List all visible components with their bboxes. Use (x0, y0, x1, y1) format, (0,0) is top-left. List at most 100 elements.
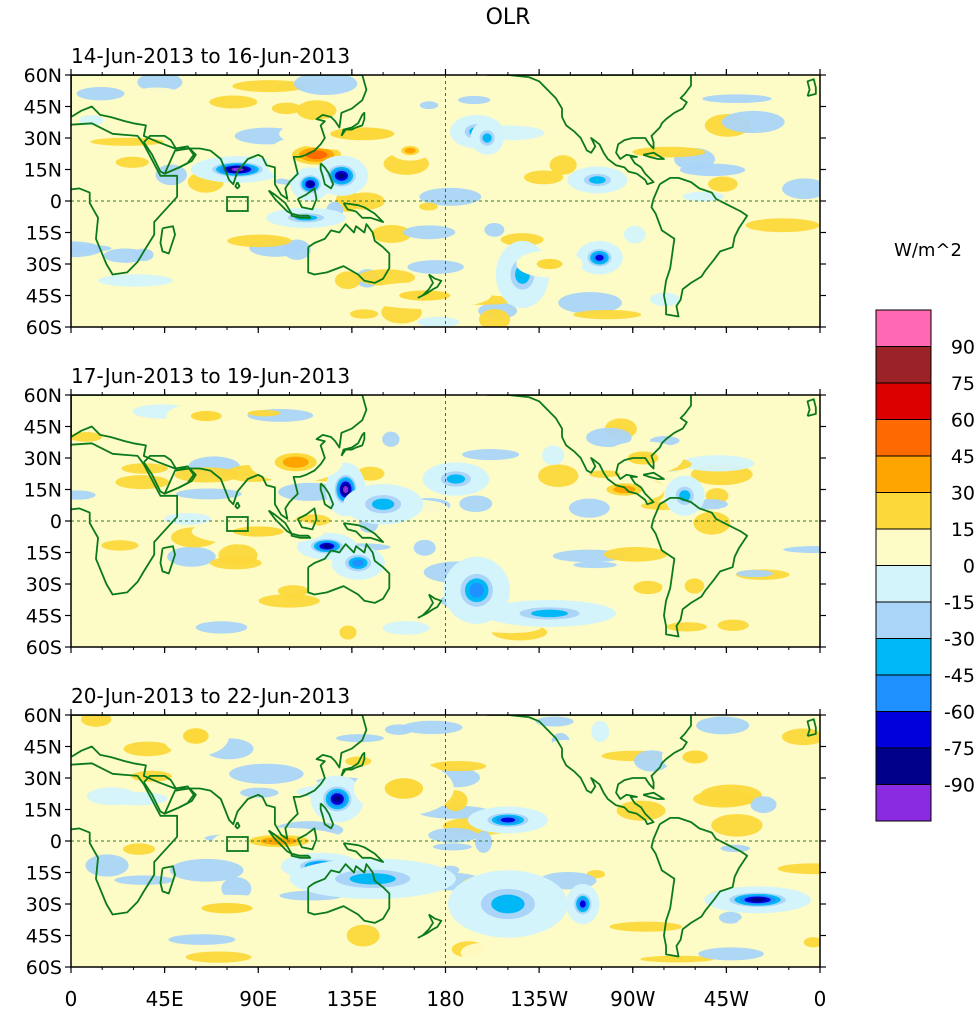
anomaly-patch (640, 955, 714, 963)
coastline-java (290, 852, 312, 859)
coastline-japan (340, 111, 366, 137)
y-tick-label: 30N (24, 128, 62, 150)
anomaly-patch (432, 843, 472, 851)
anomaly-patch (702, 94, 772, 104)
coastlines (71, 75, 817, 318)
colorbar-level-label: 45 (951, 446, 975, 468)
colorbar: 90 75 60 45 30 15 0 -15 -30 -45 -60 -75 -90 (875, 309, 975, 822)
coastline-northamerica (487, 75, 692, 186)
coastline-philippines (319, 162, 335, 190)
anomaly-patch (535, 716, 574, 727)
anomaly-patch (782, 178, 820, 200)
y-tick-label: 0 (50, 831, 62, 853)
anomaly-patch (164, 513, 212, 525)
y-tick-label: 60S (26, 317, 62, 339)
anomaly-patch (71, 490, 96, 500)
coastline-uk (806, 398, 817, 417)
coastline-madagascar (159, 545, 176, 575)
coastline-madagascar (159, 865, 176, 895)
anomaly-patch (774, 943, 820, 964)
anomaly-patch (558, 292, 622, 314)
coastline-borneo (296, 507, 318, 531)
coastline-sumatra (267, 189, 293, 215)
anomaly-patch (413, 539, 436, 556)
coastline-srilanka (234, 821, 241, 830)
colorbar-level-label: -15 (944, 592, 975, 614)
y-tick-label: 30S (26, 254, 62, 276)
anomaly-patch (707, 176, 738, 192)
anomaly-contour (536, 258, 563, 270)
coastline-java (290, 532, 312, 539)
anomaly-patch (402, 225, 456, 240)
anomaly-patch (407, 260, 464, 274)
anomaly-patch (80, 715, 112, 727)
anomaly-patch (721, 110, 785, 134)
colorbar-level-label: -30 (944, 629, 975, 651)
x-tick-label: 90E (239, 987, 277, 1011)
anomaly-patch (371, 225, 412, 243)
region-box (226, 196, 249, 212)
colorbar-units-label: W/m^2 (894, 240, 962, 261)
coastline-eurasia (71, 395, 368, 520)
anomaly-patch (632, 146, 706, 158)
anomaly-patch (209, 556, 262, 570)
anomaly-patch (523, 170, 564, 185)
anomaly-patch (736, 569, 774, 578)
anomaly-patch (123, 741, 172, 757)
y-tick-label: 45S (26, 926, 62, 948)
anomaly-patch (698, 947, 764, 961)
coastline-japan (340, 431, 366, 457)
anomaly-patch (462, 449, 520, 461)
anomaly-contour (371, 498, 395, 510)
coastlines (71, 395, 817, 638)
coastline-japan (340, 751, 366, 777)
anomaly-patch (736, 914, 785, 934)
anomaly-patch (86, 787, 137, 806)
anomaly-patch (92, 219, 130, 230)
anomaly-patch (176, 488, 242, 500)
coastline-philippines (319, 802, 335, 830)
anomaly-contour (307, 181, 314, 187)
anomaly-patch (335, 734, 384, 743)
anomaly-patch (711, 814, 763, 837)
anomaly-patch (419, 187, 482, 206)
anomaly-contour (384, 778, 424, 799)
anomaly-patch (334, 271, 361, 290)
colorbar-swatch (875, 492, 932, 530)
colorbar-level-label: -60 (944, 702, 975, 724)
anomaly-contour (749, 897, 766, 902)
anomaly-patch (419, 202, 438, 211)
colorbar-swatch (875, 382, 932, 420)
anomaly-patch (475, 830, 493, 853)
coastline-africa (71, 442, 179, 596)
anomaly-patch (623, 225, 646, 244)
anomaly-patch (750, 796, 777, 813)
anomaly-patch (609, 921, 683, 932)
anomaly-patch (185, 951, 252, 963)
colorbar-level-label: -45 (944, 665, 975, 687)
anomaly-patch (71, 241, 103, 258)
colorbar-level-label: 90 (951, 337, 975, 359)
y-tick-label: 15S (26, 863, 62, 885)
coastline-southamerica (650, 176, 749, 318)
colorbar-swatch (875, 674, 932, 712)
anomaly-patch (718, 911, 742, 924)
chart-title: OLR (486, 5, 531, 30)
anomaly-patch (149, 435, 181, 444)
x-tick-label: 45E (146, 987, 184, 1011)
coastline-arabia (143, 454, 195, 495)
anomaly-contour (333, 795, 342, 803)
coastline-newguinea (342, 202, 384, 223)
coastline-sumatra (267, 509, 293, 535)
anomaly-patch (429, 760, 487, 772)
anomaly-patch (803, 937, 820, 948)
anomaly-patch (433, 618, 472, 635)
panel-subtitle: 14-Jun-2013 to 16-Jun-2013 (71, 44, 350, 68)
y-tick-label: 15N (24, 160, 62, 182)
anomaly-patch (382, 431, 400, 447)
coastline-southamerica (650, 817, 749, 958)
anomaly-patch (195, 621, 248, 634)
anomaly-patch (155, 164, 188, 186)
coastline-southamerica (650, 496, 749, 638)
coastline-borneo (296, 827, 318, 851)
